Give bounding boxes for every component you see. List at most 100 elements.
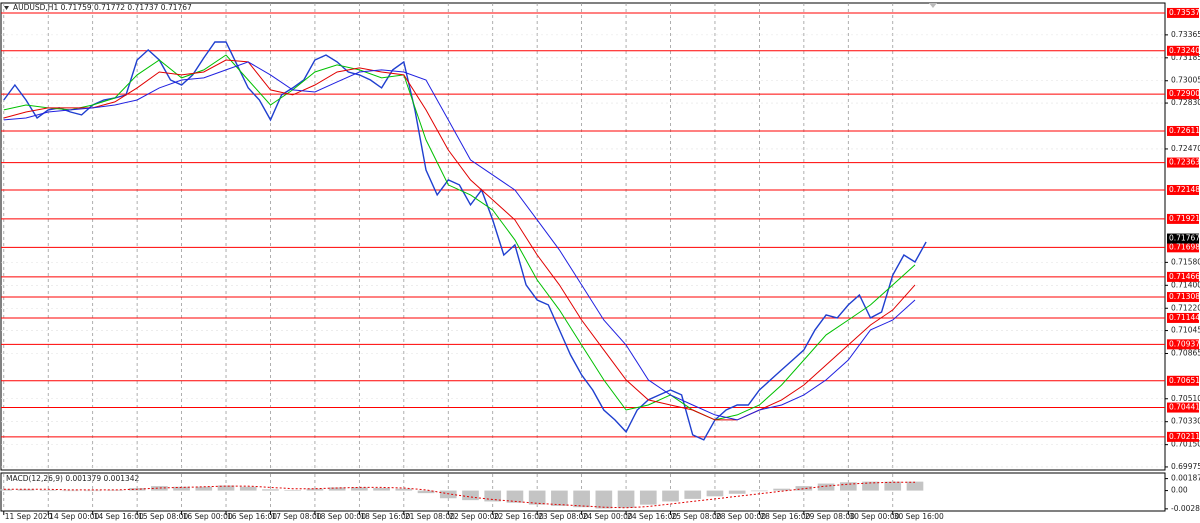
level-label: 0.71698 — [1169, 242, 1200, 251]
x-tick-label: 14 Sep 16:00 — [94, 512, 144, 521]
x-tick-label: 18 Sep 16:00 — [360, 512, 410, 521]
macd-bar — [284, 489, 302, 491]
level-label: 0.73240 — [1169, 46, 1200, 55]
macd-bar — [173, 486, 190, 491]
level-label-box — [1167, 125, 1199, 136]
x-tick-label: 21 Sep 08:00 — [405, 512, 455, 521]
level-label: 0.71308 — [1169, 292, 1200, 301]
level-label-box — [1167, 157, 1199, 168]
macd-bar — [862, 481, 879, 491]
x-tick-label: 30 Sep 00:00 — [849, 512, 899, 521]
macd-bar — [262, 489, 279, 491]
macd-bar — [684, 490, 702, 499]
x-tick-label: 15 Sep 08:00 — [138, 512, 188, 521]
y-tick-label: 0.72830 — [1171, 98, 1200, 107]
signal-line — [3, 481, 915, 509]
x-tick-label: 28 Sep 16:00 — [760, 512, 810, 521]
y-tick-label: 0.70150 — [1171, 440, 1200, 449]
y-tick-label: 0.73185 — [1171, 53, 1200, 62]
x-tick-label: 24 Sep 16:00 — [627, 512, 677, 521]
x-tick-label: 11 Sep 2020 — [5, 512, 53, 521]
level-label-box — [1167, 271, 1199, 282]
macd-bar — [484, 490, 502, 502]
macd-bar — [639, 490, 657, 505]
y-tick-label: 0.69975 — [1171, 462, 1200, 471]
level-label-box — [1167, 45, 1199, 56]
x-tick-label: 25 Sep 08:00 — [672, 512, 722, 521]
price-line — [3, 41, 927, 441]
macd-bar — [462, 490, 479, 501]
macd-bar — [17, 489, 35, 491]
x-tick-label: 28 Sep 00:00 — [716, 512, 766, 521]
macd-bar — [417, 490, 435, 494]
y-tick-label: 0.73365 — [1171, 30, 1200, 39]
macd-bar — [239, 486, 257, 491]
macd-bar — [506, 490, 524, 503]
menu-arrow[interactable] — [4, 6, 9, 10]
macd-bar — [306, 488, 324, 491]
x-tick-label: 29 Sep 08:00 — [805, 512, 855, 521]
moving-average — [3, 61, 916, 421]
level-label-box — [1167, 184, 1199, 195]
x-tick-label: 14 Sep 00:00 — [49, 512, 99, 521]
level-label-box — [1167, 7, 1199, 18]
level-label: 0.70441 — [1169, 403, 1200, 412]
macd-bar — [528, 490, 546, 505]
level-label: 0.71466 — [1169, 272, 1200, 281]
level-label-box — [1167, 242, 1199, 253]
macd-bar — [84, 490, 102, 492]
moving-average — [3, 54, 916, 421]
level-label-box — [1167, 312, 1199, 323]
level-label-box — [1167, 292, 1199, 303]
macd-bar — [395, 488, 413, 491]
y-tick-label: 0.71400 — [1171, 280, 1200, 289]
x-tick-label: 22 Sep 16:00 — [494, 512, 544, 521]
level-label-box — [1167, 402, 1199, 413]
macd-bar — [839, 482, 857, 491]
macd-frame — [0, 472, 1166, 512]
y-tick-label: 0.70330 — [1171, 417, 1200, 426]
macd-bar — [751, 490, 768, 492]
y-tick-label: 0.70510 — [1171, 394, 1200, 403]
level-label-box — [1167, 339, 1199, 350]
macd-bar — [706, 490, 724, 497]
macd-bar — [0, 489, 13, 491]
level-label: 0.72148 — [1169, 185, 1200, 194]
macd-title: MACD(12,26,9) 0.001379 0.001342 — [6, 474, 140, 483]
macd-bar — [906, 481, 924, 491]
y-tick-label: 0.71580 — [1171, 257, 1200, 266]
current-price-box — [1167, 233, 1199, 244]
macd-bar — [662, 490, 679, 502]
macd-bar — [195, 486, 213, 491]
macd-bar — [551, 490, 568, 506]
x-tick-label: 16 Sep 16:00 — [227, 512, 277, 521]
moving-average — [3, 59, 916, 421]
current-price-label: 0.71767 — [1169, 234, 1200, 243]
y-tick-label: 0.72470 — [1171, 144, 1200, 153]
level-label-box — [1167, 213, 1199, 224]
level-label: 0.70651 — [1169, 376, 1200, 385]
macd-bar — [39, 489, 57, 491]
macd-bar — [62, 490, 79, 492]
macd-bar — [351, 487, 368, 491]
macd-bar — [884, 481, 902, 491]
y-tick-label: 0.00 — [1171, 486, 1188, 495]
level-label: 0.70937 — [1169, 339, 1200, 348]
main-frame — [0, 2, 1166, 471]
macd-bar — [573, 490, 590, 508]
level-label-box — [1167, 375, 1199, 386]
level-label: 0.71144 — [1169, 313, 1200, 322]
level-label: 0.72900 — [1169, 89, 1200, 98]
macd-bar — [373, 488, 390, 491]
chart-title: AUDUSD,H1 0.71759 0.71772 0.71737 0.7176… — [13, 3, 192, 12]
x-tick-label: 24 Sep 00:00 — [583, 512, 633, 521]
x-tick-label: 23 Sep 08:00 — [538, 512, 588, 521]
level-label: 0.71921 — [1169, 214, 1200, 223]
x-tick-label: 30 Sep 16:00 — [894, 512, 944, 521]
y-tick-label: -0.002864 — [1171, 504, 1200, 513]
macd-bar — [106, 489, 124, 491]
y-tick-label: 0.70865 — [1171, 349, 1200, 358]
macd-bar — [795, 486, 813, 491]
